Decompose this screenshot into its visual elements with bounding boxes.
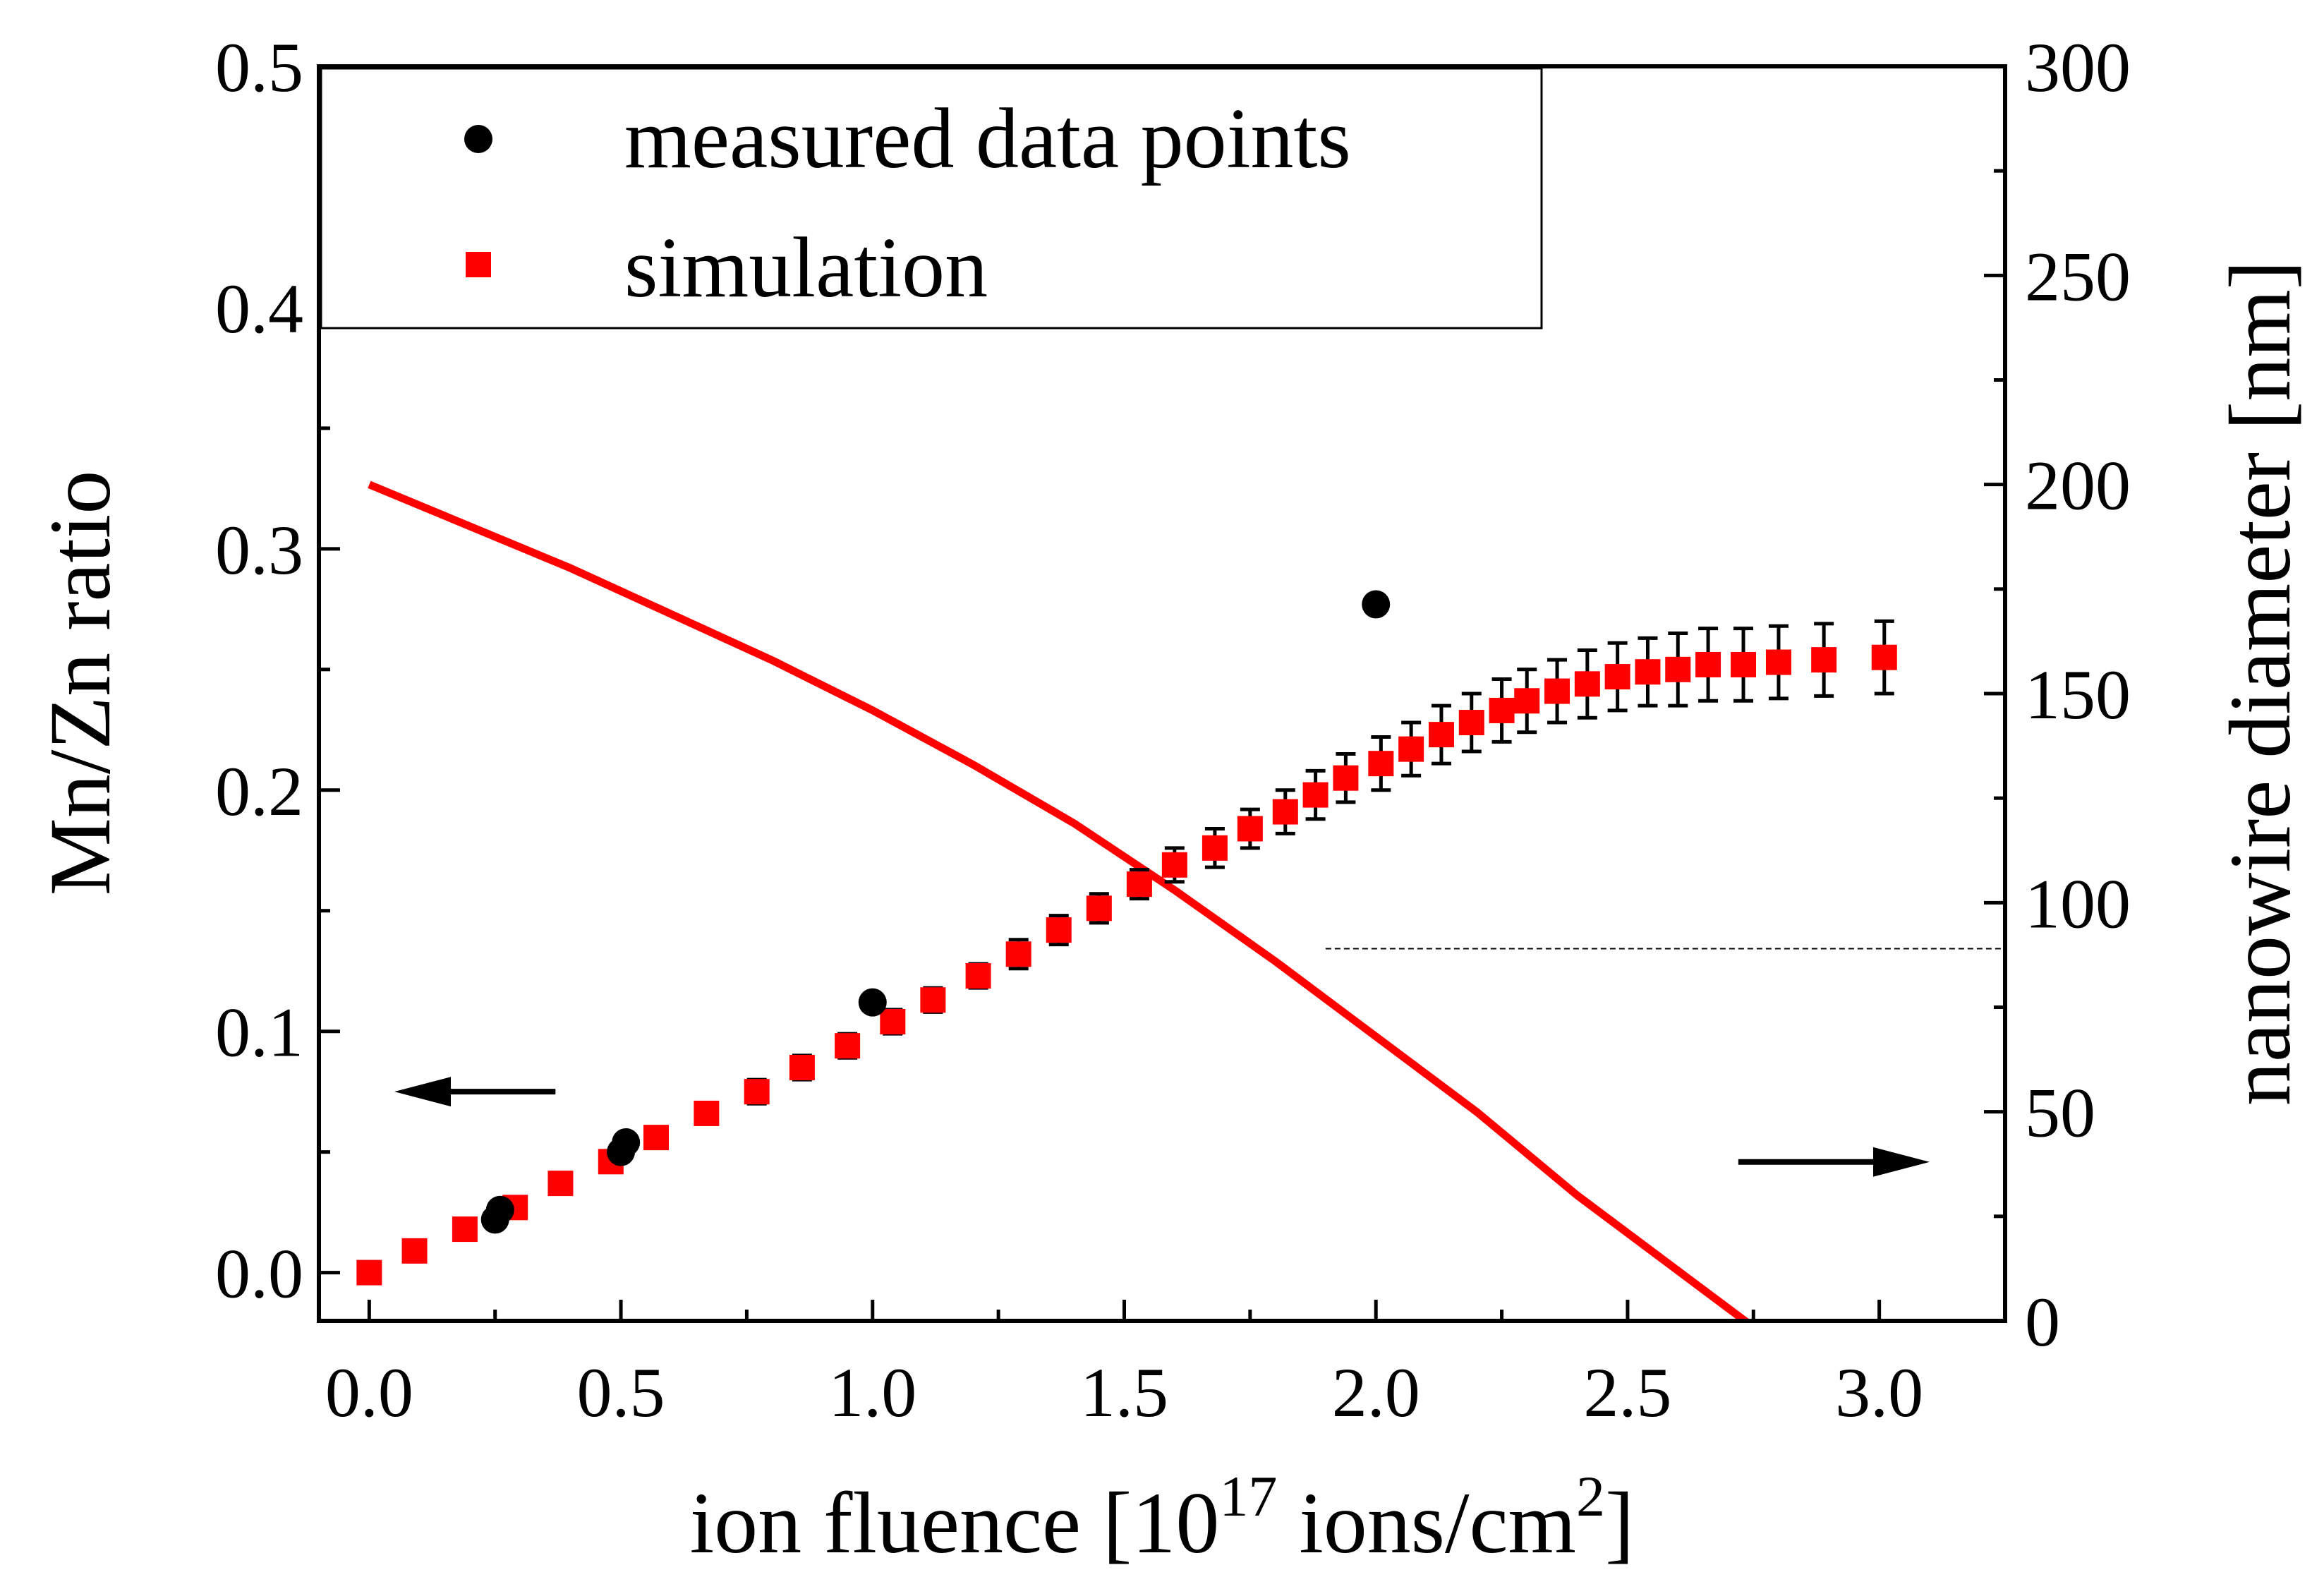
simulation-point-1: [401, 1238, 428, 1264]
simulation-point-0: [356, 1259, 382, 1286]
x-axis-label-mid: ions/cm: [1277, 1475, 1576, 1571]
simulation-point-33: [1635, 659, 1661, 685]
simulation-point-28: [1489, 697, 1515, 723]
x-tick-label: 0.5: [577, 1353, 665, 1432]
y-left-tick-label: 0.4: [215, 270, 303, 348]
legend: measured data points simulation: [320, 67, 1543, 330]
legend-marker-circle: [464, 125, 492, 153]
simulation-point-25: [1398, 736, 1424, 762]
simulation-point-14: [1005, 941, 1031, 967]
simulation-point-39: [1871, 644, 1897, 670]
legend-label-measured: measured data points: [624, 91, 1351, 186]
simulation-point-38: [1811, 647, 1837, 673]
x-tick-label: 1.0: [828, 1353, 916, 1432]
arrow-head-left: [394, 1077, 452, 1107]
simulation-point-27: [1458, 710, 1484, 736]
x-tick-label: 1.5: [1080, 1353, 1168, 1432]
simulation-point-2: [452, 1216, 478, 1243]
diameter-line: [368, 481, 1752, 1321]
simulation-point-11: [880, 1009, 906, 1035]
simulation-point-37: [1765, 649, 1791, 675]
x-tick-label: 3.0: [1835, 1353, 1923, 1432]
y-left-tick-label: 0.3: [215, 511, 303, 589]
y-right-tick-label: 250: [2025, 237, 2131, 315]
x-axis-label-unit-exponent: 2: [1576, 1464, 1605, 1528]
y-right-tick-label: 150: [2025, 655, 2131, 734]
y-right-tick-label: 0: [2025, 1283, 2060, 1361]
plot-area: [356, 481, 2005, 1321]
x-axis-label: ion fluence [1017 ions/cm2]: [690, 1464, 1635, 1571]
x-tick-label: 0.0: [325, 1353, 413, 1432]
simulation-point-35: [1695, 651, 1721, 677]
y-left-tick-label: 0.1: [215, 993, 303, 1072]
simulation-point-18: [1161, 852, 1187, 878]
y-right-tick-label: 300: [2025, 28, 2131, 107]
plot-clipped-group: [356, 481, 2005, 1321]
simulation-point-9: [789, 1054, 815, 1080]
x-axis-label-pre: ion fluence [10: [690, 1475, 1220, 1571]
plot-frame: [317, 64, 2007, 1323]
y-axis-right-label: nanowire diameter [nm]: [2212, 260, 2308, 1106]
simulation-point-24: [1368, 751, 1394, 777]
x-axis-label-exponent: 17: [1219, 1464, 1277, 1528]
simulation-point-29: [1514, 688, 1540, 714]
simulation-point-23: [1333, 765, 1359, 791]
measured-point-1: [485, 1195, 514, 1224]
measured-point-3: [612, 1128, 641, 1156]
simulation-point-30: [1544, 678, 1570, 704]
arrow-head-right: [1872, 1147, 1930, 1177]
y-right-tick-label: 100: [2025, 864, 2131, 943]
legend-label-simulation: simulation: [624, 220, 988, 315]
legend-marker-square: [466, 252, 491, 277]
simulation-point-31: [1574, 671, 1600, 697]
simulation-point-10: [835, 1033, 861, 1059]
simulation-point-32: [1604, 664, 1630, 690]
x-tick-label: 2.0: [1332, 1353, 1420, 1432]
y-right-tick-label: 200: [2025, 447, 2131, 525]
y-left-tick-label: 0.0: [215, 1235, 303, 1313]
x-axis-label-post: ]: [1605, 1475, 1634, 1571]
simulation-point-15: [1046, 917, 1072, 943]
simulation-point-20: [1237, 816, 1263, 842]
simulation-point-36: [1731, 651, 1757, 677]
y-right-tick-label: 50: [2025, 1074, 2095, 1152]
simulation-point-13: [965, 963, 991, 989]
y-axis-left-label: Mn/Zn ratio: [32, 471, 128, 896]
simulation-point-19: [1202, 835, 1228, 861]
measured-point-4: [858, 988, 887, 1017]
simulation-point-34: [1665, 656, 1691, 682]
simulation-point-22: [1302, 782, 1329, 808]
simulation-point-6: [643, 1125, 669, 1151]
simulation-point-4: [547, 1171, 574, 1197]
simulation-point-16: [1086, 895, 1112, 922]
y-left-tick-label: 0.2: [215, 752, 303, 830]
simulation-point-21: [1272, 799, 1298, 825]
legend-box: [320, 67, 1543, 330]
simulation-point-8: [744, 1079, 770, 1105]
y-left-tick-label: 0.5: [215, 28, 303, 107]
simulation-point-26: [1428, 722, 1454, 748]
simulation-point-12: [920, 987, 946, 1013]
measured-point-5: [1362, 590, 1391, 619]
x-tick-label: 2.5: [1583, 1353, 1671, 1432]
simulation-point-17: [1126, 871, 1152, 898]
simulation-point-7: [694, 1100, 720, 1126]
